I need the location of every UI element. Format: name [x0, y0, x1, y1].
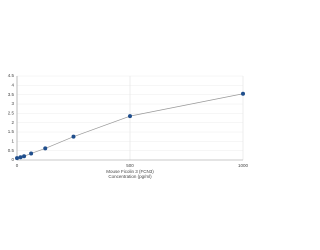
data-point [71, 134, 76, 139]
y-tick-label: 2 [11, 120, 14, 125]
data-point [29, 151, 34, 156]
y-tick-label: 0.5 [8, 148, 15, 153]
y-tick-label: 1.5 [8, 129, 15, 134]
x-axis-label: Concentration (pg/ml) [108, 174, 152, 179]
y-tick-label: 3.5 [8, 92, 15, 97]
x-axis-label: Mouse Ficolin 3 (FCN3) [106, 169, 154, 174]
y-tick-label: 3 [11, 101, 14, 106]
data-point [18, 155, 23, 160]
data-point [15, 156, 19, 161]
x-tick-label: 1000 [238, 163, 249, 168]
data-point [43, 146, 48, 151]
y-tick-label: 4.5 [8, 73, 15, 78]
y-tick-label: 2.5 [8, 111, 15, 116]
data-point [22, 154, 27, 159]
chart: Mouse Ficolin 3 (FCN3) Concentration (pg… [8, 73, 249, 179]
y-tick-label: 0 [11, 157, 14, 162]
y-tick-label: 1 [11, 139, 14, 144]
data-point [128, 114, 132, 119]
x-tick-label: 0 [16, 163, 19, 168]
x-tick-label: 500 [126, 163, 134, 168]
data-point [241, 91, 245, 96]
y-tick-label: 4 [11, 83, 14, 88]
